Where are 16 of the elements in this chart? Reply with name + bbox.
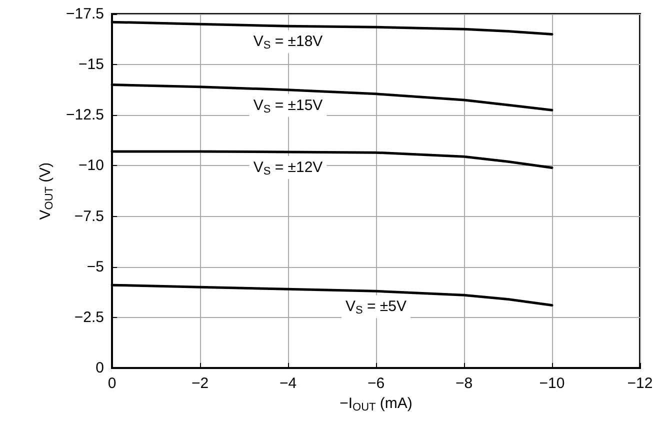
x-tick-label: 0 bbox=[108, 375, 116, 392]
x-tick-label: −8 bbox=[455, 375, 473, 392]
y-tick-label: −12.5 bbox=[66, 106, 104, 124]
y-tick-label: −2.5 bbox=[74, 308, 104, 326]
x-tick-label: −4 bbox=[279, 375, 297, 392]
x-tick-label: −6 bbox=[367, 375, 385, 392]
x-tick-label: −10 bbox=[539, 375, 565, 392]
y-tick-label: −17.5 bbox=[66, 6, 104, 22]
y-axis-title: VOUT (V) bbox=[37, 162, 56, 220]
x-tick-label: −2 bbox=[191, 375, 209, 392]
y-tick-label: 0 bbox=[96, 360, 104, 376]
y-tick-label: −15 bbox=[78, 56, 104, 74]
y-tick-label: −7.5 bbox=[74, 208, 104, 225]
y-tick-label: −10 bbox=[78, 157, 104, 174]
x-tick-label: −12 bbox=[627, 375, 653, 392]
y-tick-label: −5 bbox=[86, 258, 104, 276]
